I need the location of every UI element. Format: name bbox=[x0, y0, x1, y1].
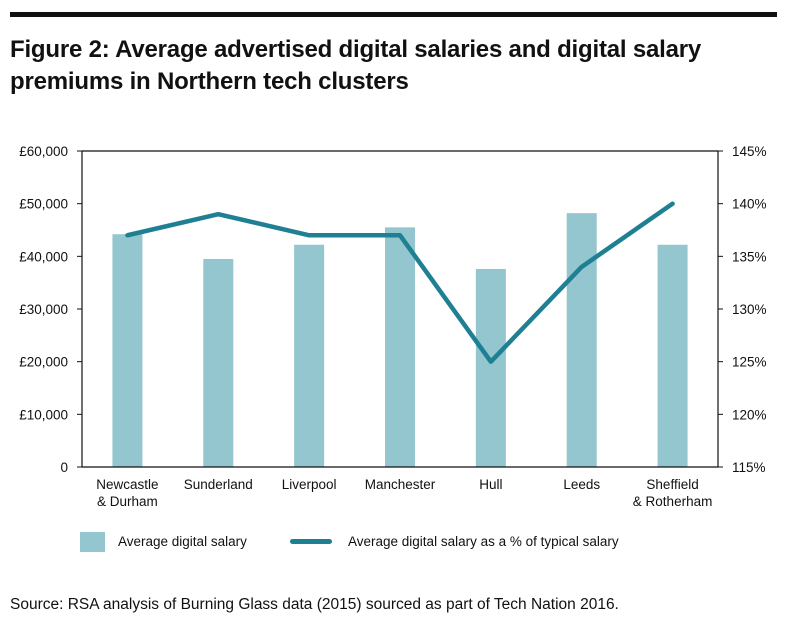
bars-group bbox=[112, 213, 688, 467]
legend-line-label: Average digital salary as a % of typical… bbox=[348, 534, 619, 549]
y-left-tick-label-2: £20,000 bbox=[19, 355, 68, 370]
x-axis-labels: Newcastle & Durham Sunderland Liverpool Manc… bbox=[96, 477, 712, 509]
bar-2 bbox=[294, 244, 325, 467]
right-axis-ticks: 115% 120% 125% 130% 135% 140% 145% bbox=[718, 144, 767, 475]
left-axis-ticks: 0 £10,000 £20,000 £30,000 £40,000 £50,000 £60,… bbox=[19, 144, 82, 475]
y-left-tick-label-1: £10,000 bbox=[19, 407, 68, 422]
bar-1 bbox=[203, 258, 234, 467]
y-left-tick-label-5: £50,000 bbox=[19, 197, 68, 212]
bar-0 bbox=[112, 234, 143, 467]
x-tick-label-2-0: Liverpool bbox=[282, 477, 337, 492]
chart-title-line-2: premiums in Northern tech clusters bbox=[10, 68, 409, 95]
chart-title-line-1: Figure 2: Average advertised digital sal… bbox=[10, 36, 702, 63]
y-right-tick-label-3: 130% bbox=[732, 302, 767, 317]
y-right-tick-label-4: 135% bbox=[732, 249, 767, 264]
y-right-tick-label-0: 115% bbox=[732, 460, 766, 475]
bar-3 bbox=[385, 227, 415, 467]
y-left-tick-label-3: £30,000 bbox=[19, 302, 68, 317]
chart-svg: 0 £10,000 £20,000 £30,000 £40,000 £50,000 £60,… bbox=[19, 144, 767, 509]
chart-title: Figure 2: Average advertised digital sal… bbox=[10, 34, 770, 98]
y-left-tick-label-6: £60,000 bbox=[19, 144, 68, 159]
bar-5 bbox=[566, 213, 597, 467]
y-left-tick-label-0: 0 bbox=[60, 460, 68, 475]
bar-6 bbox=[657, 244, 688, 467]
line-group bbox=[125, 201, 675, 364]
bar-4 bbox=[475, 268, 506, 467]
x-tick-label-1-0: Sunderland bbox=[184, 477, 253, 492]
x-tick-label-0-1: & Durham bbox=[97, 494, 158, 509]
x-tick-label-0-0: Newcastle bbox=[96, 477, 158, 492]
legend-bar-label: Average digital salary bbox=[118, 534, 247, 549]
x-tick-label-3-0: Manchester bbox=[365, 477, 436, 492]
legend-line-swatch bbox=[290, 539, 332, 544]
y-right-tick-label-5: 140% bbox=[732, 197, 767, 212]
x-tick-label-6-0: Sheffield bbox=[646, 477, 698, 492]
x-tick-label-5-0: Leeds bbox=[563, 477, 600, 492]
x-tick-label-4-0: Hull bbox=[479, 477, 502, 492]
y-left-tick-label-4: £40,000 bbox=[19, 249, 68, 264]
legend-bar-swatch bbox=[80, 532, 105, 552]
y-right-tick-label-6: 145% bbox=[732, 144, 767, 159]
top-rule bbox=[10, 12, 777, 17]
x-tick-label-6-1: & Rotherham bbox=[633, 494, 713, 509]
source-note: Source: RSA analysis of Burning Glass da… bbox=[10, 596, 619, 613]
y-right-tick-label-1: 120% bbox=[732, 407, 767, 422]
y-right-tick-label-2: 125% bbox=[732, 355, 767, 370]
